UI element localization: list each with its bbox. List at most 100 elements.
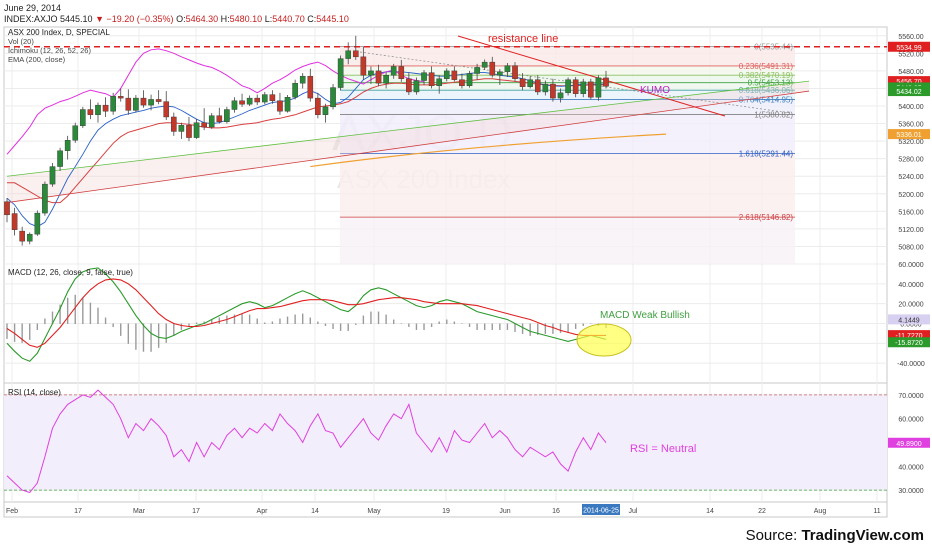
macd-histogram-bar <box>400 323 402 324</box>
macd-annotation: MACD Weak Bullish <box>600 310 690 321</box>
candle-body <box>193 122 200 138</box>
macd-histogram-bar <box>582 323 584 326</box>
candle-body <box>254 97 261 103</box>
time-tick-label: Apr <box>257 508 269 515</box>
macd-badge <box>888 337 930 348</box>
candle-body <box>315 97 321 115</box>
candle-body <box>368 70 374 76</box>
macd-histogram-bar <box>248 314 251 324</box>
kumo-cloud <box>7 81 810 203</box>
candle-body <box>443 70 450 79</box>
price-badge-label: 5434.02 <box>896 89 921 96</box>
price-tick-label: 5200.00 <box>898 192 923 199</box>
rsi-series-line <box>6 389 607 494</box>
candle-body <box>216 115 223 123</box>
candle-body <box>34 212 41 235</box>
candle-body <box>428 72 435 87</box>
candle-body <box>87 109 94 115</box>
macd-histogram-bar <box>438 321 440 324</box>
candle-body <box>352 50 359 58</box>
candle-body <box>4 201 10 216</box>
high-label: H: <box>220 14 230 24</box>
price-tick-label: 5080.00 <box>898 244 923 251</box>
macd-histogram-bar <box>332 323 334 329</box>
fib-label: 1(5380.82) <box>754 110 793 119</box>
candle-body <box>398 66 405 79</box>
candle-body <box>299 75 306 84</box>
candle-body <box>481 61 488 68</box>
candle-body <box>550 83 556 99</box>
price-badge-label: 5534.99 <box>896 45 921 52</box>
macd-histogram-bar <box>89 302 92 324</box>
fib-zone <box>340 217 795 264</box>
time-tick-label: Feb <box>6 508 18 515</box>
candle-body <box>330 87 336 108</box>
candle-body <box>534 79 541 93</box>
date-badge-label: 2014-06-25 <box>583 508 619 515</box>
macd-histogram-bar <box>188 323 190 326</box>
price-tick-label: 5320.00 <box>898 139 923 146</box>
rsi-badge-label: 49.8900 <box>896 441 921 448</box>
ichimoku-chikou-line <box>6 48 425 155</box>
price-change: ▼ −19.20 (−0.35%) <box>95 14 174 24</box>
candle-body <box>246 97 253 105</box>
macd-badge-label: -11.7270 <box>895 333 922 340</box>
price-tick-label: 5280.00 <box>898 157 923 164</box>
macd-histogram-bar <box>6 323 8 339</box>
macd-histogram-bar <box>483 323 486 330</box>
candle-body <box>148 99 154 106</box>
close-label: C: <box>307 14 317 24</box>
macd-histogram-bar <box>355 323 357 325</box>
macd-histogram-bar <box>74 294 76 324</box>
fib-label: 2.618(5146.82) <box>739 213 794 222</box>
date-badge <box>582 504 620 515</box>
macd-histogram-bar <box>377 311 380 324</box>
fib-zone <box>340 65 795 76</box>
candle-body <box>284 97 291 112</box>
candle-body <box>261 94 268 103</box>
candle-body <box>201 122 207 128</box>
candle-body <box>542 83 549 93</box>
macd-histogram-bar <box>317 321 319 324</box>
candle-body <box>580 81 587 94</box>
candle-body <box>383 75 389 84</box>
candle-body <box>95 104 101 115</box>
senkou-b-line <box>6 90 810 203</box>
candle-body <box>512 65 518 79</box>
candle-body <box>231 100 238 110</box>
candle-body <box>117 96 124 99</box>
macd-histogram-bar <box>127 323 130 344</box>
fib-zone <box>340 153 795 218</box>
low-value: 5440.70 <box>272 14 305 24</box>
candle-body <box>406 78 412 93</box>
ichimoku-kijun-line <box>7 78 606 204</box>
rsi-tick-label: 30.0000 <box>898 488 923 495</box>
macd-histogram-bar <box>241 313 243 324</box>
macd-badge <box>888 314 930 325</box>
macd-histogram-bar <box>165 323 167 343</box>
candle-body <box>565 79 571 94</box>
candle-body <box>519 78 526 87</box>
macd-histogram-bar <box>135 323 137 350</box>
macd-histogram-bar <box>324 323 327 326</box>
fib-label: 0.764(5414.95) <box>739 95 794 104</box>
price-badge <box>888 129 930 140</box>
fib-label: 0(5535.44) <box>754 43 793 52</box>
time-tick-label: 17 <box>192 508 200 515</box>
candle-body <box>497 71 503 76</box>
candle-body <box>102 104 109 112</box>
time-tick-label: Jun <box>499 508 510 515</box>
source-prefix: Source: <box>745 527 802 544</box>
candle-body <box>421 72 427 81</box>
candle-body <box>595 77 602 98</box>
candle-body <box>572 79 579 94</box>
macd-histogram-bar <box>453 321 456 324</box>
macd-badge-label: -15.8720 <box>895 340 923 347</box>
candle-body <box>64 140 71 151</box>
candle-body <box>178 125 185 132</box>
macd-histogram-bar <box>590 323 592 324</box>
macd-histogram-bar <box>415 323 418 330</box>
macd-histogram-bar <box>59 304 61 324</box>
price-tick-label: 5360.00 <box>898 122 923 129</box>
indicator-ichimoku-label: Ichimoku (12, 26, 52, 26) <box>8 46 91 55</box>
